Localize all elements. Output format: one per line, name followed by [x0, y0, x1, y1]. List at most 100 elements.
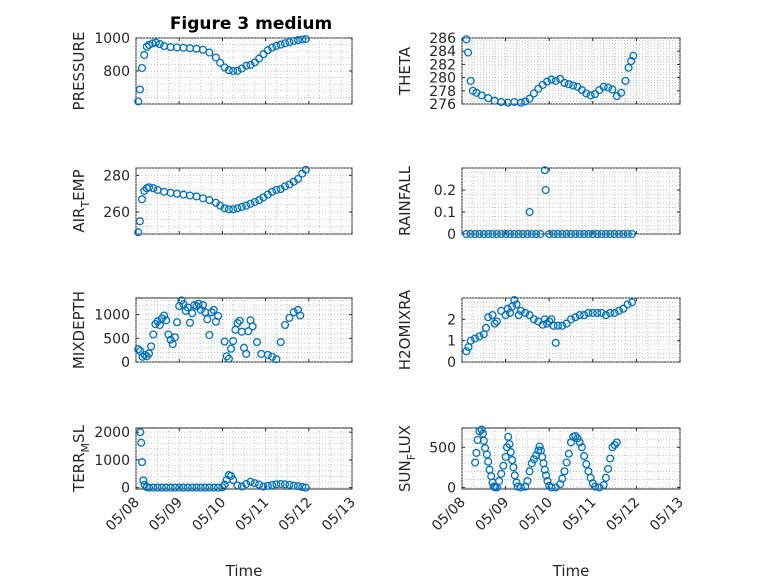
data-point: [237, 202, 246, 211]
data-point: [162, 316, 171, 325]
data-point: [543, 476, 552, 486]
y-axis-label: TERRMSL: [70, 424, 92, 493]
x-tick-label: 05/10: [516, 495, 556, 535]
y-tick-label: 0.1: [434, 205, 456, 221]
data-point: [170, 333, 179, 342]
data-point: [510, 471, 519, 480]
data-point: [538, 320, 547, 329]
data-point: [610, 308, 619, 317]
data-point: [255, 54, 264, 63]
data-point: [610, 440, 619, 449]
data-point: [501, 452, 510, 461]
subplot-mixdepth: 0 500 1000 MIXDEPTH: [70, 291, 353, 371]
data-point: [575, 229, 584, 239]
data-point: [135, 85, 144, 94]
data-point: [466, 229, 475, 239]
data-point: [144, 483, 154, 492]
data-point: [536, 229, 545, 239]
data-point: [140, 50, 149, 60]
data-point: [280, 480, 290, 489]
y-axis-label: MIXDEPTH: [70, 291, 88, 369]
y-tick-label: 2: [447, 312, 456, 328]
y-axis-label: AIRTEMP: [70, 169, 92, 232]
data-point: [466, 76, 475, 85]
data-point: [263, 46, 272, 55]
subplot-rainfall: 0 0.1 0.2 RAINFALL: [396, 165, 681, 243]
data-point: [497, 229, 506, 239]
data-point: [481, 323, 491, 332]
x-tick-label: 05/11: [560, 495, 600, 535]
data-point: [233, 319, 242, 328]
data-point: [510, 296, 519, 305]
data-point: [509, 463, 518, 472]
x-tick-label: 05/08: [103, 495, 143, 535]
data-point: [529, 455, 538, 464]
data-point: [462, 229, 471, 239]
data-point: [490, 319, 499, 328]
y-tick-label: 0.2: [434, 183, 456, 199]
data-point: [545, 229, 554, 239]
data-point: [619, 304, 628, 313]
data-point: [157, 483, 166, 492]
data-point: [148, 39, 157, 48]
data-point: [144, 349, 154, 358]
data-point: [523, 476, 532, 486]
data-point: [527, 459, 536, 468]
data-point: [205, 48, 214, 57]
data-point: [209, 483, 218, 492]
data-point: [506, 448, 515, 457]
data-point: [610, 229, 619, 239]
data-point: [276, 479, 285, 489]
y-tick-label: 0: [121, 481, 130, 497]
data-point: [205, 330, 214, 340]
data-point: [237, 482, 246, 491]
y-tick-label: 500: [103, 331, 130, 347]
data-point: [268, 481, 277, 490]
data-point: [623, 300, 632, 309]
x-tick-label: 05/11: [233, 495, 273, 535]
data-point: [545, 317, 554, 326]
data-point: [564, 80, 573, 89]
data-point: [621, 76, 630, 85]
data-point: [499, 461, 508, 470]
data-point: [188, 483, 197, 492]
data-point: [272, 185, 281, 195]
y-tick-label: 280: [429, 71, 456, 87]
data-point: [512, 478, 521, 487]
data-point: [285, 480, 294, 489]
data-point: [558, 321, 567, 330]
data-point: [226, 471, 236, 481]
data-point: [289, 36, 298, 46]
data-point: [584, 229, 593, 239]
y-axis-label: THETA: [396, 46, 414, 96]
y-tick-label: 0: [121, 355, 130, 371]
data-point: [222, 352, 231, 361]
data-point: [280, 39, 290, 48]
data-point: [558, 474, 567, 483]
data-point: [614, 229, 624, 239]
data-point: [220, 480, 229, 489]
data-point: [562, 229, 571, 239]
data-point: [551, 76, 560, 85]
data-point: [619, 229, 628, 239]
data-point: [298, 483, 307, 492]
data-point: [301, 483, 310, 492]
data-point: [268, 352, 277, 361]
data-point: [170, 483, 179, 492]
x-tick-label: 05/12: [603, 495, 643, 535]
data-point: [529, 315, 538, 324]
data-point: [556, 74, 565, 83]
x-tick-label: 05/10: [189, 495, 229, 535]
data-point: [492, 229, 501, 239]
y-tick-label: 0: [447, 227, 456, 243]
data-point: [149, 330, 158, 339]
y-tick-label: 286: [429, 31, 456, 47]
data-point: [285, 38, 294, 47]
data-point: [614, 306, 624, 315]
data-point: [289, 481, 298, 490]
data-point: [147, 342, 156, 351]
data-point: [566, 315, 576, 324]
y-axis-label: SUNFLUX: [396, 425, 418, 492]
data-point: [569, 81, 578, 90]
y-tick-label: 0: [447, 480, 456, 496]
